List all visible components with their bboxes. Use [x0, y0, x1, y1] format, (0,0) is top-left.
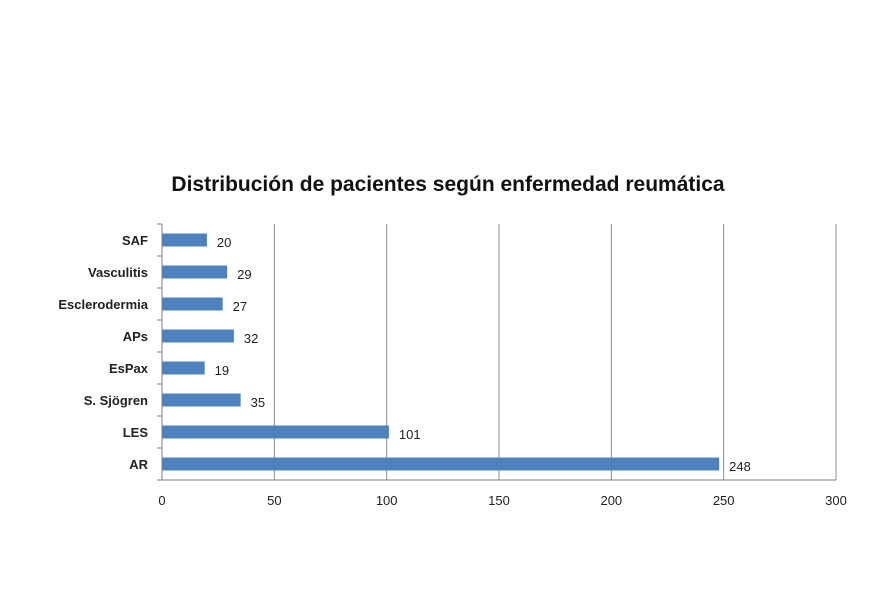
bar: [162, 233, 207, 247]
data-label: 27: [233, 299, 247, 314]
x-tick-label: 100: [376, 493, 398, 508]
bar-chart: 0 50 100 150 200 250 300 SAF 20 Vasculitis 29 Escle…: [58, 223, 847, 508]
data-label: 19: [215, 363, 229, 378]
x-tick-label: 250: [713, 493, 735, 508]
data-label: 32: [244, 331, 258, 346]
bar: [162, 393, 241, 407]
data-label: 248: [729, 459, 751, 474]
bar: [162, 297, 223, 311]
bar: [162, 265, 228, 279]
data-label: 101: [399, 427, 421, 442]
bar: [162, 457, 720, 471]
bar: [162, 329, 234, 343]
category-label: EsPax: [109, 361, 149, 376]
data-label: 20: [217, 235, 231, 250]
category-label: S. Sjögren: [84, 393, 148, 408]
x-tick-label: 0: [158, 493, 165, 508]
x-tick-label: 200: [600, 493, 622, 508]
bar: [162, 361, 205, 375]
x-tick-label: 300: [825, 493, 847, 508]
bar: [162, 425, 389, 439]
category-label: SAF: [122, 233, 148, 248]
chart-area: Distribución de pacientes según enfermed…: [38, 160, 858, 515]
x-tick-label: 50: [267, 493, 281, 508]
x-tick-label: 150: [488, 493, 510, 508]
category-label: AR: [129, 457, 148, 472]
data-label: 29: [237, 267, 251, 282]
category-label: LES: [123, 425, 149, 440]
category-label: Esclerodermia: [58, 297, 148, 312]
data-label: 35: [251, 395, 265, 410]
chart-title: Distribución de pacientes según enfermed…: [171, 173, 725, 196]
category-label: APs: [123, 329, 148, 344]
category-label: Vasculitis: [88, 265, 148, 280]
